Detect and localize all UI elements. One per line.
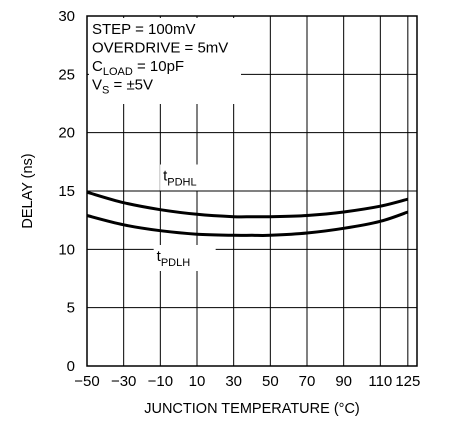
x-tick-labels: −50 −30 −10 10 30 50 70 90 110 125 — [74, 373, 420, 390]
x-tick-label: 110 — [368, 373, 392, 390]
series-pdhl-line — [86, 190, 409, 219]
y-tick-label: 20 — [58, 125, 75, 142]
x-tick-label: −30 — [111, 373, 136, 390]
y-tick-label: 30 — [58, 8, 75, 25]
y-tick-label: 5 — [67, 300, 75, 317]
conditions-knockout — [89, 18, 241, 104]
x-tick-label: 50 — [262, 373, 279, 390]
x-axis-title: JUNCTION TEMPERATURE (°C) — [144, 401, 360, 417]
label-knockout — [160, 164, 223, 191]
curves — [86, 190, 409, 237]
series-pdlh-line — [86, 210, 409, 237]
x-tick-label: −10 — [148, 373, 173, 390]
x-tick-label: 70 — [299, 373, 316, 390]
series-labels: tPDHL tPDLH — [153, 164, 223, 271]
condition-line: CLOAD = 10pF — [92, 58, 184, 78]
x-tick-label: 30 — [225, 373, 242, 390]
series-label-pdlh: tPDLH — [157, 248, 191, 269]
plot-frame — [86, 15, 418, 367]
x-tick-label: 10 — [189, 373, 206, 390]
y-tick-label: 10 — [58, 241, 75, 258]
series-label-pdhl: tPDHL — [163, 168, 197, 189]
grid — [87, 16, 417, 366]
condition-line: VS = ±5V — [92, 77, 153, 97]
x-tick-label: −50 — [74, 373, 99, 390]
y-tick-label: 15 — [58, 183, 75, 200]
x-tick-label: 90 — [335, 373, 352, 390]
condition-line: STEP = 100mV — [92, 21, 196, 38]
y-axis-title: DELAY (ns) — [20, 153, 36, 228]
condition-line: OVERDRIVE = 5mV — [92, 40, 228, 57]
y-tick-label: 0 — [67, 358, 75, 375]
label-knockout — [153, 245, 216, 271]
y-tick-label: 25 — [58, 66, 75, 83]
y-tick-labels: 0 5 10 15 20 25 30 — [58, 8, 75, 375]
x-tick-label: 125 — [395, 373, 420, 390]
